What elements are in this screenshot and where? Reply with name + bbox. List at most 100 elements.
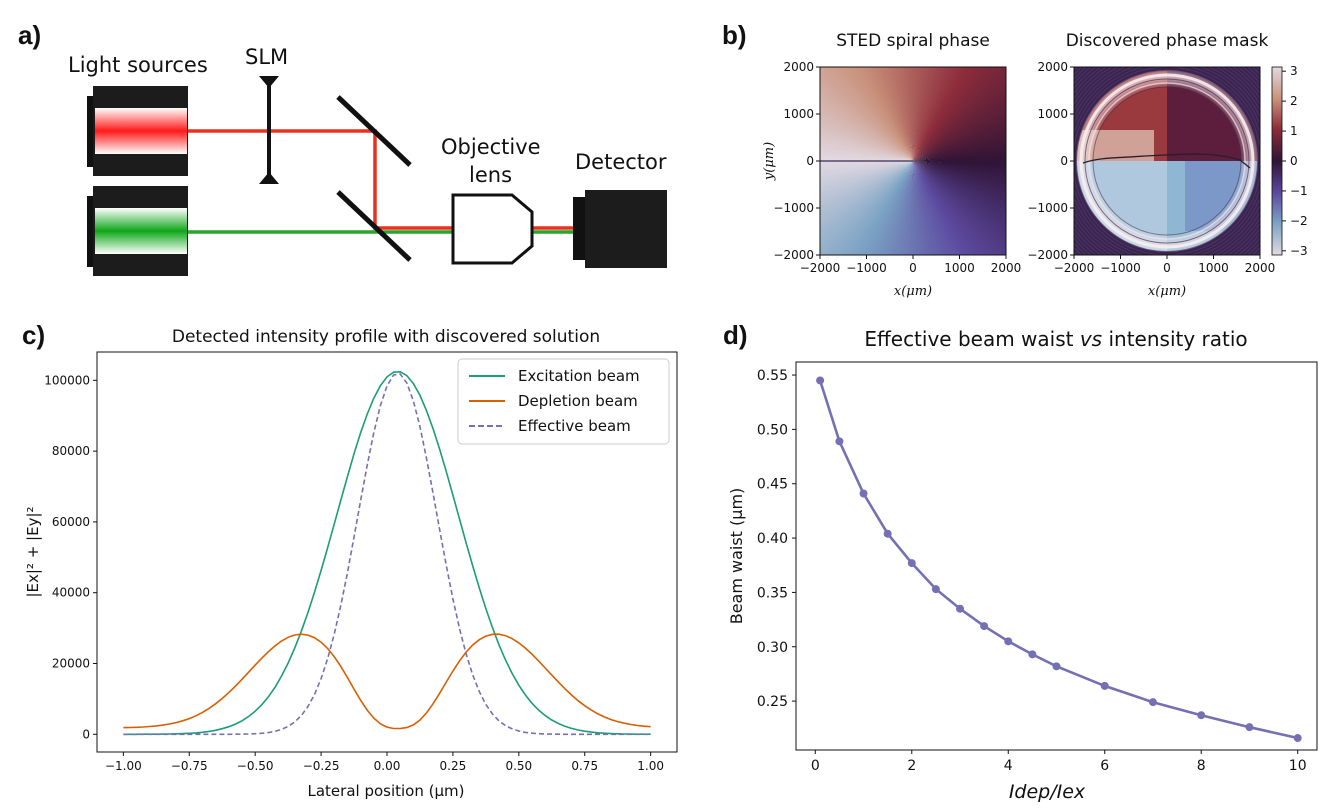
phase-sector	[913, 161, 924, 255]
phase-sector	[913, 67, 959, 161]
phase-sector	[820, 134, 913, 161]
depletion-beam-line	[123, 633, 651, 730]
beam-waist-point	[816, 376, 825, 385]
phase-sector	[913, 161, 1006, 224]
b-ytick-label: 0	[1060, 154, 1068, 168]
b-ytick-label: 2000	[783, 60, 814, 74]
phase-sector	[913, 161, 1006, 207]
c-xtick-label: −0.75	[171, 759, 208, 773]
panel-b-label: b)	[722, 20, 747, 50]
phase-sector	[820, 71, 913, 161]
phase-sector	[893, 161, 913, 255]
panel-d: d) Effective beam waist vs intensity rat…	[723, 320, 1318, 803]
phase-sector	[913, 160, 1006, 165]
panel-c-xlabel: Lateral position (μm)	[308, 782, 465, 800]
phase-sector	[912, 67, 917, 161]
beam-waist-point	[859, 489, 868, 498]
phase-sector	[820, 127, 913, 161]
b-xtick-label: −2000	[800, 261, 841, 275]
mask-xlabel: x(μm)	[1148, 284, 1186, 299]
phase-sector	[820, 161, 913, 255]
phase-sector	[820, 82, 913, 161]
beam-waist-point	[1245, 723, 1254, 732]
phase-sector	[913, 67, 987, 161]
phase-sector	[913, 161, 1006, 199]
phase-sector	[820, 137, 913, 161]
panel-d-frame	[795, 361, 1318, 751]
phase-sector	[913, 153, 1006, 161]
c-ytick-label: 0	[82, 727, 90, 741]
slm-element	[259, 76, 279, 184]
b-ytick-label: −2000	[1027, 248, 1068, 262]
d-ytick-label: 0.40	[757, 531, 788, 547]
b-ytick-label: −1000	[773, 201, 814, 215]
phase-sector	[913, 161, 1006, 168]
beam-waist-point	[1197, 711, 1206, 720]
colorbar-ticks: 3 2 1 0 −1 −2 −3	[1282, 64, 1308, 258]
phase-sector	[834, 161, 913, 255]
green-light-source	[87, 186, 188, 276]
c-xtick-label: −0.50	[237, 759, 274, 773]
phase-sector	[878, 161, 913, 255]
detector-label: Detector	[575, 150, 667, 174]
spiral-xlabel: x(μm)	[894, 284, 932, 299]
phase-sector	[913, 161, 1006, 220]
panel-c-ylabel: |Ex|² + |Ey|²	[24, 506, 42, 597]
phase-sector	[913, 67, 920, 161]
phase-sector	[886, 161, 913, 255]
excitation-beam-line	[123, 370, 651, 736]
panel-a: a) Light sources SLM Objective lens Dete…	[18, 20, 667, 276]
phase-sector	[820, 67, 913, 161]
d-xtick-label: 10	[1289, 758, 1307, 774]
b-xtick-label: 0	[1163, 261, 1171, 275]
spiral-title: STED spiral phase	[836, 31, 990, 51]
c-xtick-label: 1.00	[637, 759, 664, 773]
phase-sector	[820, 77, 913, 161]
b-xtick-label: 2000	[1245, 261, 1276, 275]
phase-sector	[820, 154, 913, 161]
b-xtick-label: 1000	[1198, 261, 1229, 275]
phase-sector	[820, 141, 913, 161]
phase-sector	[858, 161, 913, 255]
phase-sector	[913, 161, 1006, 240]
phase-sector	[820, 111, 913, 161]
legend-depletion-beam: Depletion beam	[518, 392, 638, 410]
beam-waist-point	[1004, 637, 1013, 646]
phase-sector	[913, 67, 955, 161]
panel-d-ylabel: Beam waist (μm)	[727, 488, 746, 625]
phase-sector	[820, 102, 913, 161]
phase-sector	[913, 67, 963, 161]
beam-waist-point	[907, 559, 916, 568]
b-xtick-label: −1000	[846, 261, 887, 275]
b-xtick-label: 1000	[944, 261, 975, 275]
phase-sector	[913, 161, 1006, 203]
phase-sector	[875, 161, 913, 255]
panel-c-label: c)	[22, 320, 45, 350]
colorbar	[1271, 66, 1283, 256]
beam-waist-point	[1293, 734, 1302, 743]
d-ytick-label: 0.45	[757, 477, 788, 493]
beam-waist-point	[931, 585, 940, 594]
legend-excitation-beam: Excitation beam	[518, 367, 640, 385]
panel-c: c) Detected intensity profile with disco…	[22, 320, 678, 800]
c-ytick-label: 80000	[52, 444, 90, 458]
phase-sector	[820, 115, 913, 161]
phase-sector	[913, 67, 930, 161]
c-xtick-label: 0.00	[374, 759, 401, 773]
beam-waist-point	[835, 437, 844, 446]
d-ytick-label: 0.30	[757, 640, 788, 656]
d-xtick-label: 4	[1004, 758, 1013, 774]
detector	[573, 190, 667, 268]
beam-waist-line	[818, 380, 1298, 740]
colorbar-tick-label: −1	[1290, 184, 1308, 198]
spiral-ylabel: y(μm)	[762, 142, 777, 181]
panel-a-label: a)	[18, 20, 41, 50]
b-ytick-label: 2000	[1037, 60, 1068, 74]
phase-sector	[913, 67, 933, 161]
discovered-mask-image	[1074, 67, 1260, 255]
phase-sector	[871, 161, 913, 255]
phase-sector	[913, 67, 951, 161]
d-ytick-label: 0.25	[757, 694, 788, 710]
d-xtick-label: 0	[811, 758, 820, 774]
phase-sector	[889, 161, 913, 255]
